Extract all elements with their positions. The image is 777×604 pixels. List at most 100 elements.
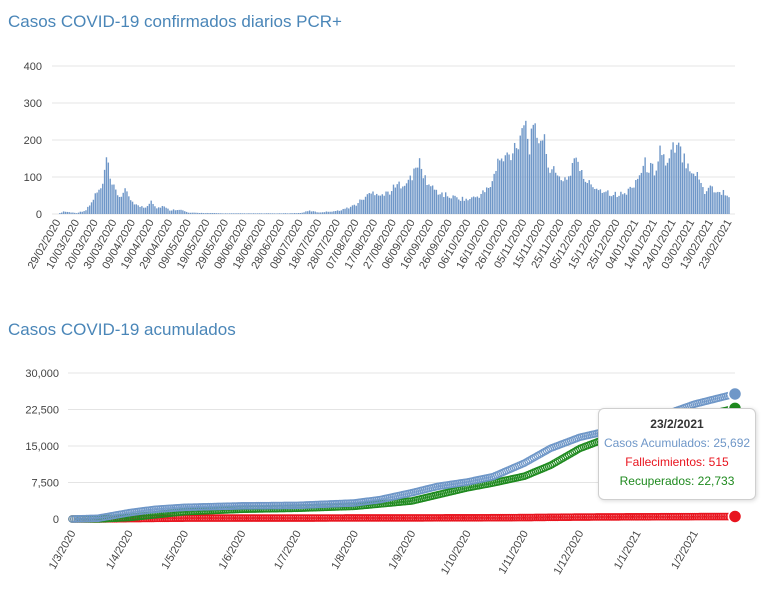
chart1-bar — [342, 208, 344, 214]
chart1-bar — [594, 189, 596, 214]
chart1-bar — [131, 201, 134, 214]
chart1-bar — [364, 196, 367, 214]
chart1-bar — [431, 185, 434, 214]
chart1-bar — [493, 173, 495, 214]
chart1-bar — [599, 189, 602, 214]
chart1-bar — [575, 157, 577, 214]
chart1-bar — [586, 183, 589, 214]
chart1-bar — [655, 170, 658, 214]
chart1-bar — [236, 213, 238, 214]
chart1-bar — [212, 213, 214, 214]
chart1-bar — [152, 203, 154, 214]
chart1-bar — [392, 184, 395, 214]
chart1-bar — [318, 212, 320, 214]
chart2-endpoint — [727, 386, 743, 402]
chart1-bar — [482, 190, 484, 214]
chart1-bar — [72, 212, 74, 214]
chart1-bar — [696, 172, 699, 214]
chart1-bar — [463, 200, 466, 214]
chart1-bar — [165, 207, 167, 214]
chart1-bar — [405, 183, 408, 214]
chart1-bar — [239, 213, 242, 214]
chart1-bar — [288, 213, 290, 214]
chart1-bar — [202, 213, 205, 214]
chart1-bar — [720, 194, 723, 214]
chart2-point — [570, 447, 579, 456]
chart1-bar — [92, 199, 95, 214]
chart1-bar — [103, 169, 106, 214]
chart1-bar — [109, 178, 111, 214]
chart2-point — [524, 457, 532, 465]
chart1-bar — [116, 195, 119, 214]
chart1-bar — [180, 209, 182, 214]
chart1-bar — [61, 212, 63, 214]
chart1-bar — [335, 210, 337, 214]
chart2-endpoint — [727, 509, 743, 524]
chart1-bar — [323, 212, 326, 214]
chart1-bar — [366, 194, 369, 214]
chart1-bar — [614, 191, 617, 214]
chart1-bar — [377, 195, 380, 214]
chart1-bar — [213, 213, 216, 214]
chart1-bar — [280, 213, 283, 214]
chart1-bar — [374, 195, 376, 214]
chart1-bar — [497, 158, 499, 214]
chart1-bar — [499, 160, 501, 214]
chart1-bar — [610, 196, 613, 214]
chart1-bar — [698, 179, 700, 214]
chart2-x-tick: 1/10/2020 — [439, 529, 474, 577]
chart1-bar — [581, 170, 583, 214]
chart2-x-tick: 1/3/2020 — [47, 529, 79, 572]
chart1-bar — [454, 195, 456, 214]
chart1-bar — [508, 154, 510, 214]
chart1-bar — [344, 208, 346, 214]
chart1-bar — [228, 213, 231, 214]
chart1-bar — [663, 154, 665, 214]
chart1-bar — [605, 191, 607, 214]
chart1-bar — [713, 192, 715, 214]
chart1-bar — [187, 212, 190, 214]
chart1-bar — [284, 213, 287, 214]
chart1-bar — [433, 189, 436, 214]
chart1-bar — [351, 205, 354, 214]
chart1-bar — [513, 142, 516, 214]
chart2-point — [520, 459, 529, 467]
chart1-bar — [122, 192, 124, 214]
chart1-bar — [722, 189, 725, 214]
chart1-bar — [426, 185, 428, 214]
chart1-bar — [299, 213, 302, 214]
chart1-bar — [314, 211, 316, 214]
chart1-bar — [674, 152, 676, 214]
chart1-bar — [485, 187, 488, 214]
chart1-bar — [111, 184, 113, 214]
chart1-bar — [456, 197, 458, 214]
chart1-bar — [659, 145, 661, 214]
chart1-bar — [715, 192, 717, 214]
chart1-bar — [243, 213, 246, 214]
chart1-bar — [234, 213, 236, 214]
chart1-bar — [217, 213, 219, 214]
tooltip-date: 23/2/2021 — [650, 417, 704, 431]
chart1-bar — [700, 182, 702, 214]
chart1-bar — [672, 142, 674, 214]
chart1-bar — [651, 163, 654, 214]
chart1-bar — [677, 142, 680, 214]
chart1-bar — [642, 165, 644, 214]
chart2-point — [539, 448, 547, 457]
chart1-bar — [543, 134, 546, 214]
chart1-bar — [85, 210, 87, 214]
chart1-bar — [538, 143, 540, 214]
chart2-point — [555, 456, 564, 464]
chart1-bar — [661, 155, 663, 214]
chart2-point — [533, 451, 542, 460]
chart2-y-tick: 22,500 — [25, 405, 59, 417]
chart1-bar — [692, 173, 695, 214]
chart1-bar — [618, 195, 620, 214]
chart1-bar — [290, 213, 292, 214]
chart1-bar — [471, 197, 473, 214]
chart1-bar — [383, 195, 385, 214]
chart1-bar — [474, 197, 477, 214]
chart1-bar — [150, 200, 152, 214]
chart1-bar — [294, 213, 296, 214]
